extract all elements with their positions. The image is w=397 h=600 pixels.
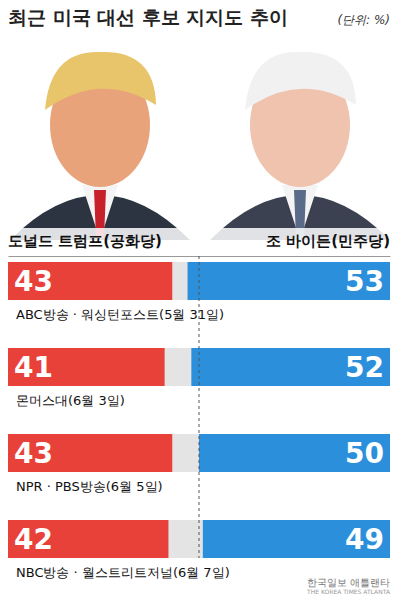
source: 한국일보 애틀랜타 [307,577,390,588]
bar [8,434,172,472]
chart: 최근 미국 대선 후보 지지도 추이 (단위: %) 도널드 트럼프(공화당) 조 바… [0,0,397,600]
photo-hair [45,52,156,110]
data-label: 52 [345,351,384,384]
plot-area [8,262,390,558]
bar [8,348,165,386]
bar [199,434,390,472]
subtitle: (단위: %) [337,13,390,27]
data-label: 42 [14,523,53,556]
bar [191,348,390,386]
data-label: 53 [345,265,384,298]
data-label: 43 [14,437,53,470]
legend-label: 조 바이든(민주당) [266,232,390,250]
data-label: 43 [14,265,53,298]
bar [8,262,172,300]
photos [10,52,390,240]
bar [188,262,390,300]
center-line [199,256,200,558]
data-label: 49 [345,523,384,556]
category-label: 몬머스대(6월 3일) [16,393,125,408]
bar [8,520,168,558]
category-label: ABC방송 · 워싱턴포스트(5월 31일) [16,307,224,322]
legend-label: 도널드 트럼프(공화당) [8,232,162,250]
data-label: 41 [14,351,53,384]
data-label: 50 [345,437,384,470]
source-en: THE KOREA TIMES ATLANTA [306,588,391,595]
bar [203,520,390,558]
category-label: NBC방송 · 월스트리트저널(6월 7일) [16,565,230,580]
header-band [8,228,390,252]
category-label: NPR · PBS방송(6월 5일) [16,479,163,494]
photo-hair [245,52,356,110]
title: 최근 미국 대선 후보 지지도 추이 [8,6,288,28]
